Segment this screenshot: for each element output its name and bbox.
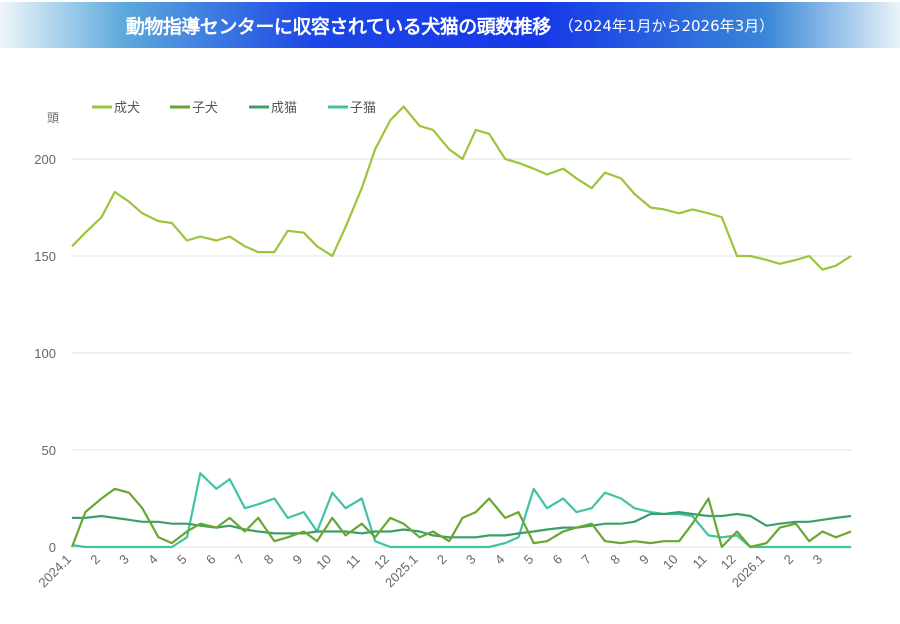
chart-subtitle: （2024年1月から2026年3月） [558,16,775,35]
y-tick-label: 100 [34,346,56,361]
x-tick-label: 9 [290,552,306,568]
y-tick-label: 50 [42,443,56,458]
x-tick-label: 7 [578,552,594,568]
y-tick-label: 0 [49,540,56,555]
x-tick-label: 2 [781,552,797,568]
x-tick-label: 3 [810,552,826,568]
x-tick-label: 2 [434,552,450,568]
series-line-0 [71,105,852,271]
x-tick-label: 2025.1 [382,552,421,591]
legend-label: 成犬 [114,101,140,116]
x-tick-label: 3 [463,552,479,568]
x-tick-label: 9 [636,552,652,568]
x-tick-label: 6 [550,552,566,568]
x-tick-label: 2024.1 [35,552,74,591]
y-tick-label: 150 [34,249,56,264]
x-tick-label: 8 [261,552,277,568]
x-tick-label: 4 [492,552,508,568]
chart-title: 動物指導センターに収容されている犬猫の頭数推移 [125,15,551,38]
y-axis-label: 頭 [47,111,59,125]
legend-label: 子犬 [192,101,218,116]
legend-label: 成猫 [271,101,297,116]
legend-label: 子猫 [350,101,376,116]
series-line-2 [72,510,852,539]
x-tick-label: 10 [313,552,334,573]
x-tick-label: 7 [232,552,248,568]
x-tick-label: 11 [343,552,363,572]
x-tick-label: 12 [371,552,392,573]
title-banner: 動物指導センターに収容されている犬猫の頭数推移 （2024年1月から2026年3… [0,2,900,48]
y-tick-label: 200 [34,152,56,167]
x-tick-label: 2026.1 [729,552,768,591]
x-tick-label: 5 [521,552,537,568]
x-tick-label: 12 [718,552,739,573]
x-tick-label: 2 [87,552,103,568]
series-line-3 [71,472,851,549]
x-tick-label: 5 [174,552,190,568]
x-tick-label: 10 [660,552,681,573]
x-tick-label: 4 [145,552,161,568]
x-tick-label: 11 [690,552,710,572]
x-tick-label: 6 [203,552,219,568]
x-tick-label: 3 [116,552,132,568]
x-tick-label: 8 [607,552,623,568]
series-line-1 [70,487,852,549]
